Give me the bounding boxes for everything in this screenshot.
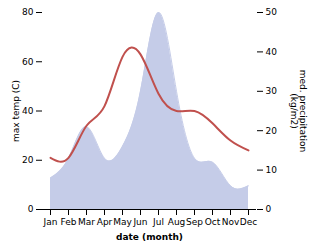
svg-text:Jan: Jan — [43, 217, 58, 227]
svg-text:Dec: Dec — [240, 217, 257, 227]
svg-text:80: 80 — [22, 7, 34, 17]
svg-text:40: 40 — [22, 106, 34, 116]
svg-text:60: 60 — [22, 57, 34, 67]
svg-text:Jun: Jun — [132, 217, 147, 227]
svg-text:30: 30 — [266, 86, 278, 96]
svg-text:10: 10 — [266, 165, 278, 175]
svg-text:med. precipitation(kg/m2): med. precipitation(kg/m2) — [289, 70, 308, 152]
svg-text:Sep: Sep — [186, 217, 203, 227]
svg-text:0: 0 — [266, 204, 272, 214]
svg-text:Feb: Feb — [61, 217, 77, 227]
svg-text:date (month): date (month) — [116, 232, 183, 242]
svg-text:Mar: Mar — [78, 217, 95, 227]
svg-text:40: 40 — [266, 47, 278, 57]
svg-text:Aug: Aug — [168, 217, 186, 227]
svg-text:0: 0 — [28, 204, 34, 214]
svg-text:May: May — [113, 217, 132, 227]
svg-text:50: 50 — [266, 7, 278, 17]
svg-text:Nov: Nov — [222, 217, 240, 227]
svg-text:20: 20 — [22, 155, 34, 165]
svg-text:max temp (C): max temp (C) — [11, 80, 21, 142]
svg-text:Jul: Jul — [152, 217, 164, 227]
svg-text:Apr: Apr — [97, 217, 113, 227]
svg-text:20: 20 — [266, 126, 278, 136]
svg-text:Oct: Oct — [205, 217, 221, 227]
